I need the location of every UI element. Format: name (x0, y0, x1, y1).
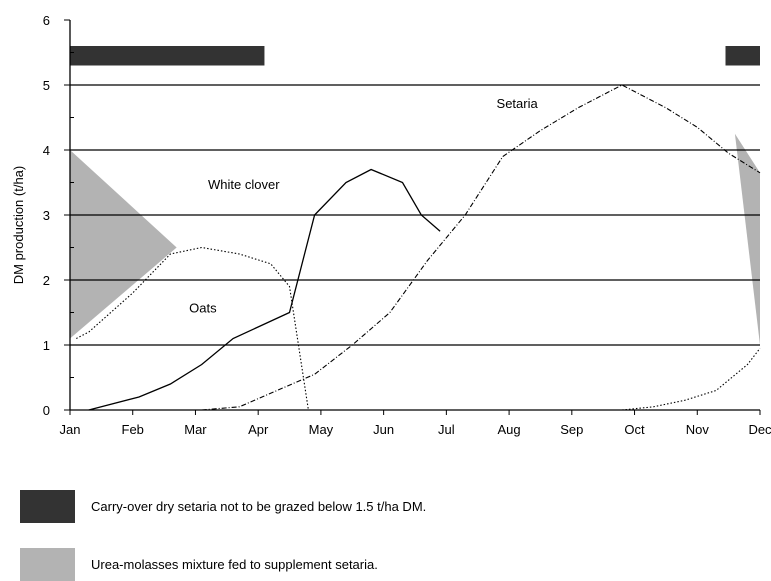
legend-swatch-gray (20, 548, 75, 581)
x-tick-label: Dec (748, 422, 771, 437)
legend-label: Urea-molasses mixture fed to supplement … (91, 557, 378, 572)
legend-item-urea: Urea-molasses mixture fed to supplement … (20, 548, 378, 581)
carry-over-bars (70, 46, 760, 66)
legend-swatch-dark (20, 490, 75, 523)
x-tick-label: Sep (560, 422, 583, 437)
gridlines (70, 84, 760, 346)
y-tick-label: 1 (43, 338, 50, 353)
y-tick-label: 2 (43, 273, 50, 288)
x-tick-label: Feb (122, 422, 144, 437)
annotation-white-clover: White clover (208, 177, 280, 192)
y-axis-label: DM production (t/ha) (11, 166, 26, 285)
annotation-oats: Oats (189, 301, 217, 316)
y-tick-labels: 0 1 2 3 4 5 6 (43, 13, 50, 418)
x-tick-label: May (309, 422, 334, 437)
annotation-setaria: Setaria (497, 96, 539, 111)
chart: 0 1 2 3 4 5 6 Jan Feb Mar Apr May Jun Jul Aug Sep Oct No… (11, 13, 771, 437)
series-setaria (201, 84, 761, 411)
x-tick-label: Apr (248, 422, 269, 437)
x-tick-label: Jul (438, 422, 455, 437)
x-tick-label: Aug (498, 422, 521, 437)
shaded-region-1 (734, 133, 760, 345)
y-tick-label: 6 (43, 13, 50, 28)
carry-over-bar-0 (70, 46, 265, 66)
series-oats (76, 246, 309, 411)
y-tick-label: 0 (43, 403, 50, 418)
x-tick-label: Jan (60, 422, 81, 437)
series-white-clover (88, 168, 441, 411)
legend-item-carry-over: Carry-over dry setaria not to be grazed … (20, 490, 426, 523)
y-tick-label: 3 (43, 208, 50, 223)
shaded-region-0 (70, 150, 177, 339)
x-tick-label: Oct (624, 422, 645, 437)
x-tick-label: Mar (184, 422, 207, 437)
shaded-regions (70, 133, 760, 345)
legend-label: Carry-over dry setaria not to be grazed … (91, 499, 427, 514)
series-lines (76, 84, 761, 411)
y-tick-label: 4 (43, 143, 50, 158)
y-tick-label: 5 (43, 78, 50, 93)
axes (64, 19, 761, 415)
carry-over-bar-1 (725, 46, 760, 66)
x-tick-labels: Jan Feb Mar Apr May Jun Jul Aug Sep Oct Nov Dec (60, 422, 771, 437)
series-3 (621, 347, 761, 411)
annotations: White clover Oats Setaria (189, 96, 538, 316)
x-tick-label: Nov (686, 422, 710, 437)
x-tick-label: Jun (373, 422, 394, 437)
